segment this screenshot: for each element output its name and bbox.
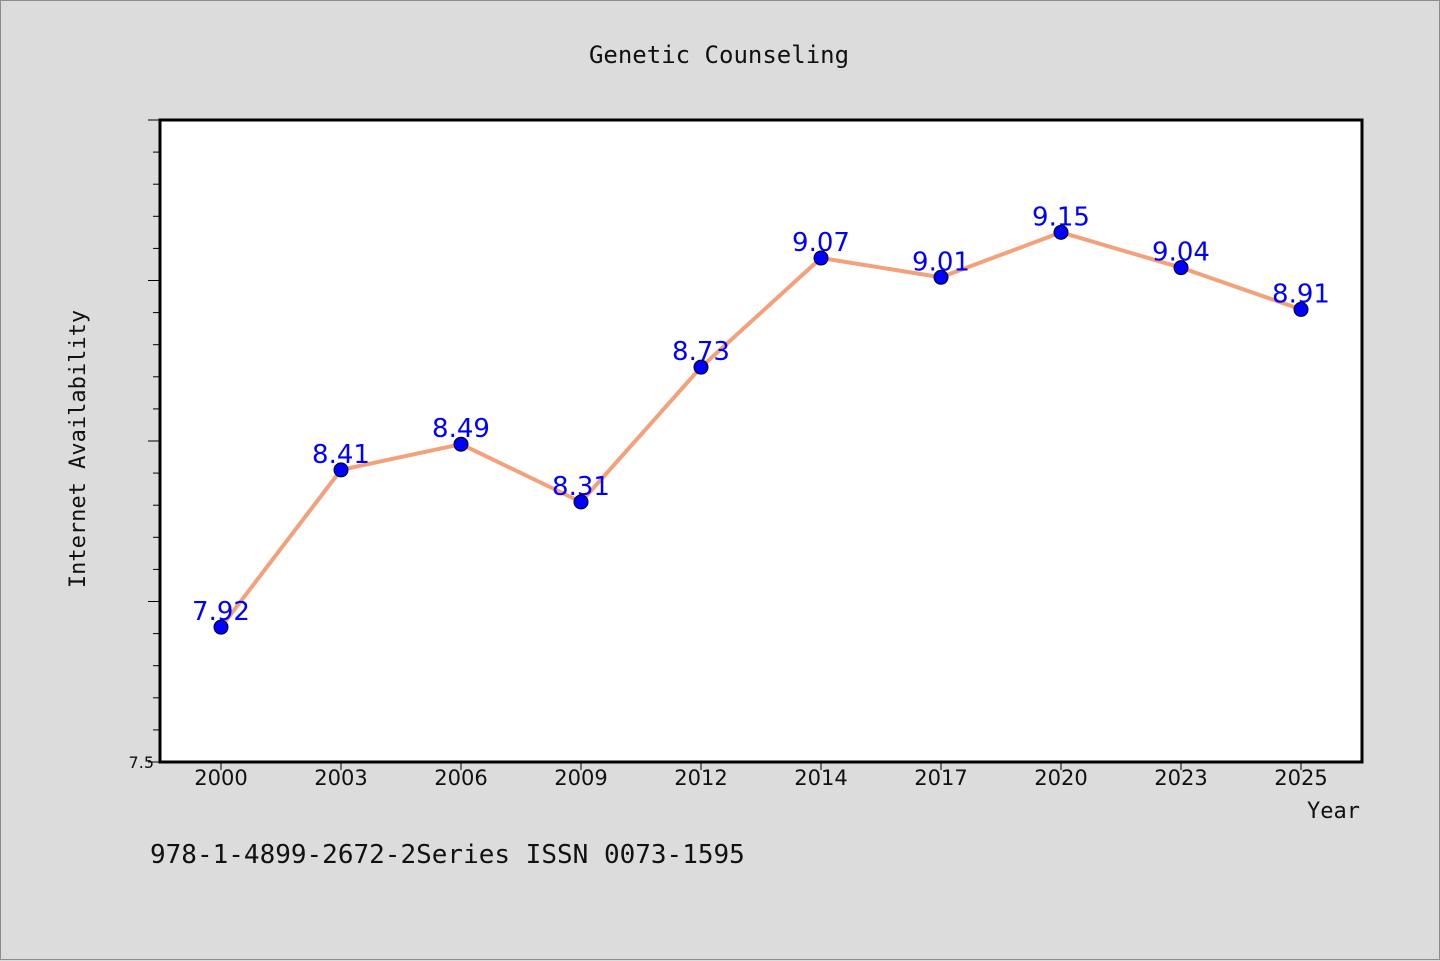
data-label: 7.92 [192, 597, 250, 627]
data-label: 8.31 [552, 472, 610, 502]
data-point [453, 436, 469, 452]
x-tick-label: 2017 [914, 766, 967, 790]
data-point [333, 462, 349, 478]
data-label: 8.91 [1272, 279, 1330, 309]
data-point [813, 250, 829, 266]
footer-isbn-text: 978-1-4899-2672-2Series ISSN 0073-1595 [150, 840, 745, 870]
x-axis-label: Year [1307, 799, 1360, 824]
data-point [933, 269, 949, 285]
x-tick-label: 2009 [554, 766, 607, 790]
y-axis-label: Internet Availability [66, 310, 91, 588]
data-label: 8.73 [672, 337, 730, 367]
series-line [219, 230, 1302, 629]
x-tick-label: 2000 [194, 766, 247, 790]
series-group: 7.92 8.41 8.49 8.31 8.73 9.07 9.01 9.15 9.04 8.91 [192, 202, 1330, 635]
data-point [213, 619, 229, 635]
data-point [1173, 260, 1189, 276]
x-tick-label: 2012 [674, 766, 727, 790]
data-point [1053, 224, 1069, 240]
x-tick-label: 2003 [314, 766, 367, 790]
data-label: 9.07 [792, 228, 850, 258]
x-axis-ticks: 2000 2003 2006 2009 2012 2014 2017 2020 2023 2025 [194, 762, 1328, 790]
data-point [1293, 301, 1309, 317]
data-label: 8.49 [432, 414, 490, 444]
x-tick-label: 2014 [794, 766, 847, 790]
plot-area [158, 118, 1364, 764]
data-point [573, 494, 589, 510]
chart-title: Genetic Counseling [589, 41, 849, 69]
data-label: 9.04 [1152, 238, 1210, 268]
data-label: 8.41 [312, 440, 370, 470]
data-label: 9.01 [912, 247, 970, 277]
x-tick-label: 2023 [1154, 766, 1207, 790]
x-tick-label: 2020 [1034, 766, 1087, 790]
x-tick-label: 2025 [1274, 766, 1327, 790]
x-tick-label: 2006 [434, 766, 487, 790]
data-label: 9.15 [1032, 202, 1090, 232]
y-axis-ticks: 7.5 [129, 119, 160, 772]
data-point [693, 359, 709, 375]
y-tick-label: 7.5 [129, 753, 154, 772]
